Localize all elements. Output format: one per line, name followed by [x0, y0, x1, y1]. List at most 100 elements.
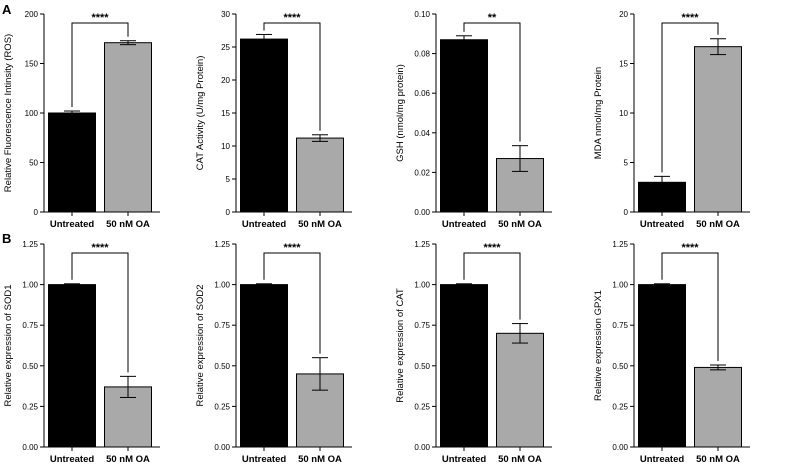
category-label: 50 nM OA: [106, 219, 150, 230]
y-tick-label: 0.50: [22, 362, 38, 371]
panel-label-b: B: [2, 231, 11, 246]
y-tick-label: 0.00: [414, 208, 430, 217]
bar-untreated: [440, 284, 488, 448]
y-tick-label: 30: [221, 10, 230, 19]
y-axis-label: Relative expression of SOD2: [195, 285, 206, 407]
y-axis-label: MDA nmol/mg Protein: [593, 67, 604, 159]
y-tick-label: 0.50: [612, 362, 628, 371]
significance-bracket: [263, 252, 321, 354]
y-tick-label: 0: [34, 208, 39, 217]
y-axis-label: Relative expression GPX1: [593, 290, 604, 401]
y-tick-label: 0: [226, 208, 231, 217]
category-label: Untreated: [640, 219, 685, 230]
y-tick-label: 0.02: [414, 168, 430, 177]
chart-1: 0 50 100 150 200 Relative Fluorescence Intins…: [3, 10, 160, 230]
category-label: Untreated: [442, 454, 487, 464]
category-label: 50 nM OA: [298, 454, 342, 464]
y-tick-label: 200: [25, 10, 39, 19]
bar-oa: [496, 332, 544, 448]
chart-6: 0.00 0.25 0.50 0.75 1.00 1.25 Relative express…: [195, 240, 352, 464]
y-tick-label: 15: [221, 109, 230, 118]
y-tick-label: 1.00: [22, 281, 38, 290]
y-tick-label: 0.00: [22, 443, 38, 452]
significance-label: ****: [681, 242, 699, 254]
significance-label: ****: [283, 12, 301, 24]
bar-untreated: [638, 284, 686, 448]
category-label: 50 nM OA: [498, 219, 542, 230]
y-tick-label: 50: [29, 159, 38, 168]
bar-oa: [694, 46, 742, 213]
bar-untreated: [48, 112, 96, 213]
significance-label: ****: [483, 242, 501, 254]
chart-3: 0.00 0.02 0.04 0.06 0.08 0.10 GSH (nmol/mg pro…: [395, 10, 552, 230]
y-tick-label: 0.50: [414, 362, 430, 371]
y-tick-label: 0.00: [612, 443, 628, 452]
significance-bracket: [463, 252, 521, 320]
y-tick-label: 1.00: [214, 281, 230, 290]
y-tick-label: 0: [624, 208, 629, 217]
y-axis-label: Relative expression of CAT: [395, 288, 406, 403]
category-label: Untreated: [50, 219, 95, 230]
significance-label: ****: [91, 242, 109, 254]
category-label: Untreated: [242, 219, 287, 230]
y-tick-label: 0.75: [214, 321, 230, 330]
y-tick-label: 1.25: [414, 240, 430, 249]
y-tick-label: 0.08: [414, 50, 430, 59]
y-tick-label: 0.75: [612, 321, 628, 330]
bar-oa: [104, 42, 152, 213]
bar-untreated: [440, 39, 488, 213]
category-label: 50 nM OA: [696, 454, 740, 464]
category-label: Untreated: [640, 454, 685, 464]
bar-untreated: [240, 284, 288, 448]
significance-bracket: [463, 22, 521, 142]
y-tick-label: 0.25: [612, 402, 628, 411]
significance-label: ****: [283, 242, 301, 254]
y-tick-label: 150: [25, 60, 39, 69]
y-tick-label: 1.00: [414, 281, 430, 290]
y-axis-label: Relative expression of SOD1: [3, 285, 14, 407]
y-tick-label: 100: [25, 109, 39, 118]
y-tick-label: 0.50: [214, 362, 230, 371]
chart-8: 0.00 0.25 0.50 0.75 1.00 1.25 Relative express…: [593, 240, 750, 464]
y-tick-label: 5: [624, 159, 629, 168]
y-tick-label: 15: [619, 60, 628, 69]
y-tick-label: 0.10: [414, 10, 430, 19]
bar-oa: [694, 366, 742, 448]
y-tick-label: 0.00: [214, 443, 230, 452]
significance-bracket: [71, 22, 129, 108]
bar-untreated: [48, 284, 96, 448]
y-axis-label: CAT Activity (U/mg Protein): [195, 56, 206, 171]
y-tick-label: 20: [619, 10, 628, 19]
bar-oa: [296, 137, 344, 213]
category-label: Untreated: [50, 454, 95, 464]
significance-bracket: [71, 252, 129, 373]
y-tick-label: 0.25: [214, 402, 230, 411]
y-tick-label: 5: [226, 175, 231, 184]
y-tick-label: 1.25: [214, 240, 230, 249]
y-tick-label: 20: [221, 76, 230, 85]
y-axis-label: Relative Fluorescence Intinsity (ROS): [3, 34, 14, 192]
y-tick-label: 0.25: [22, 402, 38, 411]
significance-label: ****: [681, 12, 699, 24]
category-label: 50 nM OA: [498, 454, 542, 464]
category-label: Untreated: [242, 454, 287, 464]
y-tick-label: 0.75: [22, 321, 38, 330]
y-tick-label: 0.06: [414, 89, 430, 98]
significance-label: **: [488, 12, 497, 24]
y-tick-label: 0.75: [414, 321, 430, 330]
chart-5: 0.00 0.25 0.50 0.75 1.00 1.25 Relative express…: [3, 240, 160, 464]
category-label: Untreated: [442, 219, 487, 230]
significance-bracket: [263, 22, 321, 131]
y-tick-label: 1.25: [612, 240, 628, 249]
y-tick-label: 25: [221, 43, 230, 52]
y-tick-label: 1.25: [22, 240, 38, 249]
significance-label: ****: [91, 12, 109, 24]
y-tick-label: 0.25: [414, 402, 430, 411]
category-label: 50 nM OA: [106, 454, 150, 464]
y-tick-label: 0.04: [414, 129, 430, 138]
y-tick-label: 1.00: [612, 281, 628, 290]
panel-label-a: A: [2, 2, 12, 17]
y-axis-label: GSH (nmol/mg protein): [395, 64, 406, 162]
y-tick-label: 10: [221, 142, 230, 151]
